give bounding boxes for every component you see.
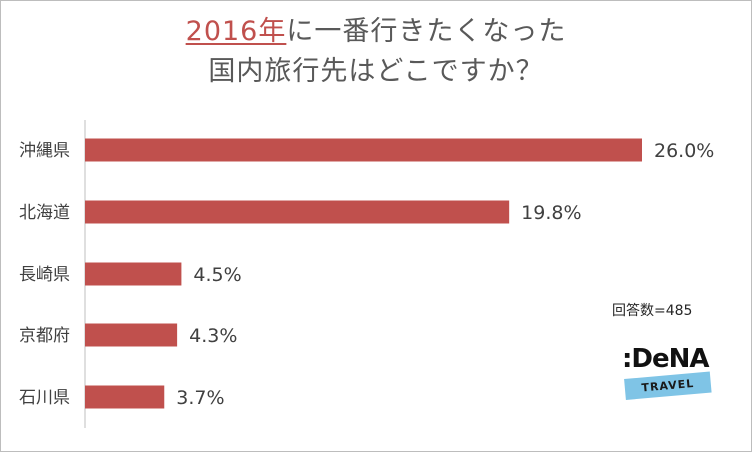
title-line1-rest: に一番行きたくなった <box>286 16 567 47</box>
value-label: 26.0% <box>654 140 714 162</box>
value-label: 4.3% <box>189 325 237 347</box>
title-highlight: 2016年 <box>185 16 287 47</box>
value-label: 19.8% <box>521 202 581 224</box>
value-label: 3.7% <box>176 387 224 409</box>
value-label: 4.5% <box>193 264 241 286</box>
bar <box>85 323 178 347</box>
title-line2: 国内旅行先はどこですか？ <box>208 56 544 87</box>
category-label: 長崎県 <box>19 265 70 285</box>
chart-title: 2016年に一番行きたくなった 国内旅行先はどこですか？ <box>0 12 752 92</box>
bar <box>85 200 510 224</box>
logo-brand: :DeNA <box>622 344 709 374</box>
respondent-count: 回答数=485 <box>612 303 693 319</box>
dena-travel-logo: :DeNA TRAVEL <box>622 342 722 408</box>
category-label: 沖縄県 <box>19 141 70 161</box>
logo-sub: TRAVEL <box>624 371 712 400</box>
category-label: 石川県 <box>19 388 70 408</box>
category-label: 京都府 <box>19 326 70 346</box>
category-label: 北海道 <box>19 203 70 223</box>
bar <box>85 262 182 286</box>
bar <box>85 385 165 409</box>
bar <box>85 138 642 162</box>
